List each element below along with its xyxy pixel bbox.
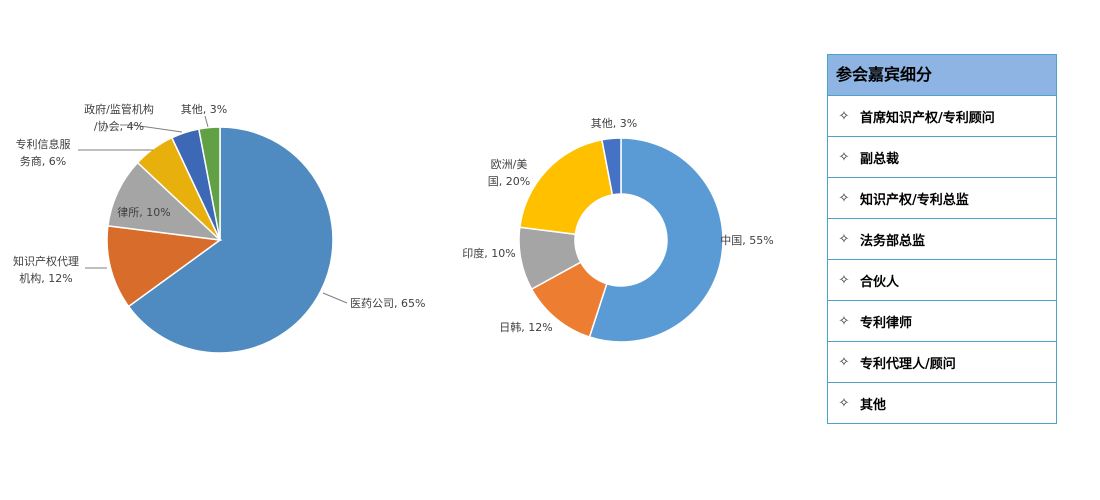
star-bullet-icon: ✧: [838, 108, 850, 124]
list-item: ✧ 首席知识产权/专利顾问: [828, 96, 1056, 137]
list-item-label: 专利代理人/顾问: [860, 356, 956, 372]
donut-slice: [518, 138, 614, 236]
guest-breakdown-panel: 参会嘉宾细分 ✧ 首席知识产权/专利顾问 ✧ 副总裁 ✧ 知识产权/专利总监 ✧ 法务部…: [827, 54, 1057, 424]
list-item-label: 合伙人: [860, 274, 900, 290]
star-bullet-icon: ✧: [838, 395, 850, 411]
donut-data-label: 日韩, 12%: [499, 320, 552, 334]
list-item-label: 其他: [860, 397, 887, 413]
list-item: ✧ 法务部总监: [828, 219, 1056, 260]
list-item-label: 知识产权/专利总监: [860, 192, 969, 208]
list-item: ✧ 知识产权/专利总监: [828, 178, 1056, 219]
donut-slice: [588, 137, 724, 343]
list-item: ✧ 副总裁: [828, 137, 1056, 178]
star-bullet-icon: ✧: [838, 149, 850, 165]
panel-title: 参会嘉宾细分: [828, 55, 1056, 96]
pie-slice: [106, 224, 222, 308]
pie-leader-line: [120, 124, 183, 133]
star-bullet-icon: ✧: [838, 190, 850, 206]
pie-leader-line: [204, 115, 209, 128]
pie-slice: [197, 126, 221, 241]
pie-data-label: 律所, 10%: [117, 206, 170, 219]
donut-data-label: 印度, 10%: [462, 246, 515, 260]
list-item-label: 专利律师: [860, 315, 913, 331]
list-item: ✧ 其他: [828, 383, 1056, 423]
star-bullet-icon: ✧: [838, 354, 850, 370]
pie-leader-line: [322, 292, 348, 304]
donut-data-label: 中国, 55%: [720, 234, 773, 247]
pie-data-label: 政府/监管机构/协会, 4%: [84, 102, 154, 133]
list-item: ✧ 专利代理人/顾问: [828, 342, 1056, 383]
list-item-label: 法务部总监: [860, 233, 926, 249]
star-bullet-icon: ✧: [838, 313, 850, 329]
star-bullet-icon: ✧: [838, 272, 850, 288]
pie-slice: [107, 161, 223, 242]
star-bullet-icon: ✧: [838, 231, 850, 247]
charts-canvas: 医药公司, 65% 知识产权代理机构, 12% 律所, 10% 专利信息服务商, 6%…: [13, 102, 774, 354]
pie-data-label: 医药公司, 65%: [350, 297, 425, 310]
list-item: ✧ 专利律师: [828, 301, 1056, 342]
list-item-label: 副总裁: [860, 151, 900, 167]
pie-data-label: 知识产权代理机构, 12%: [13, 254, 79, 285]
pie-data-label: 专利信息服务商, 6%: [16, 137, 71, 168]
donut-data-label: 欧洲/美国, 20%: [488, 158, 530, 188]
list-item: ✧ 合伙人: [828, 260, 1056, 301]
donut-slice: [601, 137, 622, 196]
pie-slice: [127, 126, 334, 354]
donut-data-label: 其他, 3%: [591, 117, 637, 130]
list-item-label: 首席知识产权/专利顾问: [860, 110, 995, 126]
pie-data-label: 其他, 3%: [181, 103, 227, 116]
